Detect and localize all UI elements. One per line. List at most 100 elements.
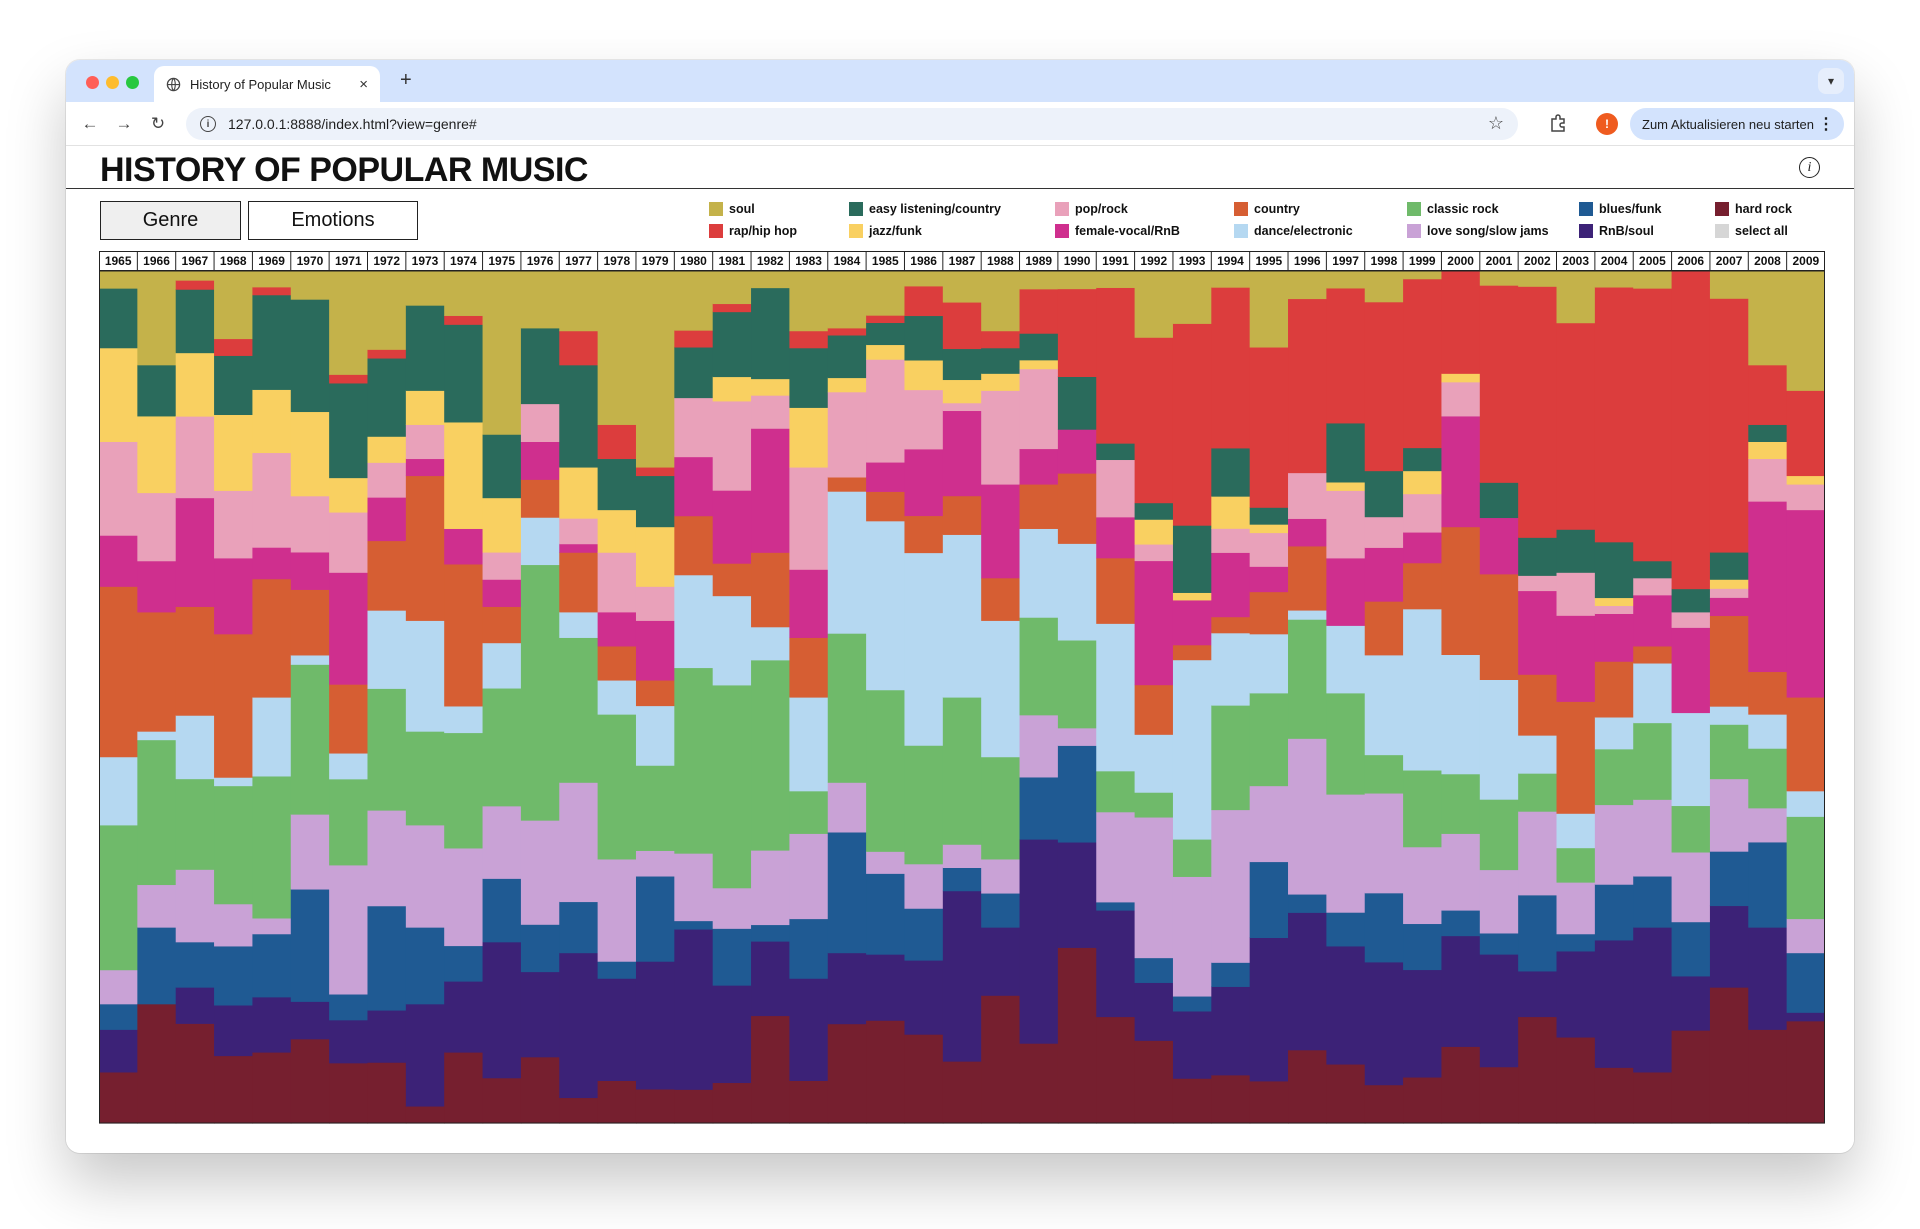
forward-icon[interactable]: → xyxy=(115,114,133,133)
segment-rap-hip-hop-2007[interactable] xyxy=(1709,298,1749,553)
segment-jazz-funk-2008[interactable] xyxy=(1748,441,1788,460)
segment-classic-rock-1973[interactable] xyxy=(405,731,445,826)
segment-easy-listening-country-1966[interactable] xyxy=(137,364,177,417)
segment-rap-hip-hop-1968[interactable] xyxy=(214,338,254,356)
segment-pop-rock-1967[interactable] xyxy=(175,416,215,499)
segment-pop-rock-1965[interactable] xyxy=(99,441,138,536)
segment-rnb-soul-1980[interactable] xyxy=(674,928,714,1090)
segment-rap-hip-hop-2006[interactable] xyxy=(1671,271,1711,590)
segment-easy-listening-country-1972[interactable] xyxy=(367,357,407,437)
segment-blues-funk-1978[interactable] xyxy=(597,961,637,979)
segment-rap-hip-hop-1972[interactable] xyxy=(367,349,407,359)
segment-dance-electronic-1972[interactable] xyxy=(367,610,407,689)
segment-love-song-slow-jams-1985[interactable] xyxy=(866,851,906,874)
segment-pop-rock-1972[interactable] xyxy=(367,462,407,498)
segment-hard-rock-1975[interactable] xyxy=(482,1077,522,1124)
segment-jazz-funk-1982[interactable] xyxy=(751,378,790,396)
segment-female-vocal-rnb-1989[interactable] xyxy=(1019,448,1059,485)
legend-item-rap-hip-hop[interactable]: rap/hip hop xyxy=(709,224,797,238)
segment-female-vocal-rnb-2002[interactable] xyxy=(1518,590,1558,675)
segment-rap-hip-hop-1981[interactable] xyxy=(712,303,752,313)
segment-country-1989[interactable] xyxy=(1019,484,1059,529)
segment-jazz-funk-1987[interactable] xyxy=(942,379,982,404)
segment-female-vocal-rnb-1967[interactable] xyxy=(175,497,215,607)
segment-pop-rock-1988[interactable] xyxy=(981,390,1021,485)
emotions-view-button[interactable]: Emotions xyxy=(248,201,418,240)
legend-item-hard-rock[interactable]: hard rock xyxy=(1715,202,1792,216)
segment-love-song-slow-jams-1983[interactable] xyxy=(789,833,829,920)
segment-jazz-funk-1974[interactable] xyxy=(444,421,484,529)
segment-pop-rock-1984[interactable] xyxy=(827,391,867,478)
segment-love-song-slow-jams-2002[interactable] xyxy=(1518,811,1558,896)
segment-rap-hip-hop-1994[interactable] xyxy=(1211,287,1251,449)
segment-rnb-soul-1993[interactable] xyxy=(1172,1010,1212,1079)
segment-female-vocal-rnb-1993[interactable] xyxy=(1172,599,1212,646)
segment-classic-rock-2008[interactable] xyxy=(1748,748,1788,809)
segment-classic-rock-1996[interactable] xyxy=(1288,619,1327,739)
segment-hard-rock-1978[interactable] xyxy=(597,1080,637,1124)
segment-classic-rock-1983[interactable] xyxy=(789,790,829,834)
segment-dance-electronic-1981[interactable] xyxy=(712,595,752,686)
segment-hard-rock-2008[interactable] xyxy=(1748,1029,1788,1124)
segment-hard-rock-1993[interactable] xyxy=(1172,1078,1212,1124)
segment-country-2004[interactable] xyxy=(1594,661,1634,718)
segment-blues-funk-2006[interactable] xyxy=(1671,921,1711,977)
segment-soul-2008[interactable] xyxy=(1748,271,1788,366)
segment-rnb-soul-1969[interactable] xyxy=(252,996,292,1053)
segment-rnb-soul-1965[interactable] xyxy=(99,1029,138,1073)
segment-country-1973[interactable] xyxy=(405,475,445,621)
segment-rnb-soul-1999[interactable] xyxy=(1403,969,1443,1078)
segment-female-vocal-rnb-1981[interactable] xyxy=(712,490,752,564)
segment-easy-listening-country-1977[interactable] xyxy=(559,364,599,468)
segment-dance-electronic-1973[interactable] xyxy=(405,620,445,732)
segment-love-song-slow-jams-1995[interactable] xyxy=(1249,785,1289,863)
segment-country-1990[interactable] xyxy=(1057,473,1097,544)
segment-country-1981[interactable] xyxy=(712,563,752,597)
segment-female-vocal-rnb-2006[interactable] xyxy=(1671,627,1711,714)
segment-blues-funk-1990[interactable] xyxy=(1057,745,1097,843)
segment-love-song-slow-jams-2006[interactable] xyxy=(1671,851,1711,923)
star-icon[interactable]: ☆ xyxy=(1487,113,1504,133)
legend-item-dance-electronic[interactable]: dance/electronic xyxy=(1234,224,1353,238)
segment-dance-electronic-1966[interactable] xyxy=(137,731,177,741)
segment-country-1974[interactable] xyxy=(444,563,484,707)
segment-country-1983[interactable] xyxy=(789,637,829,698)
segment-love-song-slow-jams-2008[interactable] xyxy=(1748,807,1788,843)
segment-classic-rock-1976[interactable] xyxy=(520,564,560,821)
segment-female-vocal-rnb-1999[interactable] xyxy=(1403,531,1443,564)
segment-classic-rock-1967[interactable] xyxy=(175,778,215,870)
segment-jazz-funk-1965[interactable] xyxy=(99,347,138,442)
segment-country-1966[interactable] xyxy=(137,611,177,732)
segment-soul-1990[interactable] xyxy=(1057,271,1097,290)
segment-female-vocal-rnb-2001[interactable] xyxy=(1479,517,1519,575)
segment-dance-electronic-1996[interactable] xyxy=(1288,609,1327,620)
segment-classic-rock-1979[interactable] xyxy=(635,765,675,851)
segment-dance-electronic-1975[interactable] xyxy=(482,642,522,689)
segment-soul-2005[interactable] xyxy=(1633,271,1673,289)
segment-hard-rock-2001[interactable] xyxy=(1479,1066,1519,1124)
segment-love-song-slow-jams-2009[interactable] xyxy=(1786,918,1825,954)
segment-rap-hip-hop-1967[interactable] xyxy=(175,280,215,290)
segment-pop-rock-2000[interactable] xyxy=(1441,381,1481,417)
segment-pop-rock-2004[interactable] xyxy=(1594,605,1634,614)
segment-blues-funk-1987[interactable] xyxy=(942,867,982,892)
segment-love-song-slow-jams-1974[interactable] xyxy=(444,847,484,947)
segment-pop-rock-1986[interactable] xyxy=(904,389,944,450)
segment-soul-2002[interactable] xyxy=(1518,271,1558,287)
segment-hard-rock-1982[interactable] xyxy=(751,1015,790,1124)
segment-soul-1968[interactable] xyxy=(214,271,254,340)
segment-female-vocal-rnb-1995[interactable] xyxy=(1249,566,1289,593)
segment-female-vocal-rnb-1988[interactable] xyxy=(981,484,1021,579)
segment-jazz-funk-1971[interactable] xyxy=(329,477,369,513)
segment-soul-1975[interactable] xyxy=(482,271,522,435)
segment-country-1986[interactable] xyxy=(904,515,944,554)
segment-dance-electronic-1980[interactable] xyxy=(674,574,714,669)
segment-easy-listening-country-1994[interactable] xyxy=(1211,447,1251,497)
legend-item-love-song-slow-jams[interactable]: love song/slow jams xyxy=(1407,224,1549,238)
segment-easy-listening-country-1997[interactable] xyxy=(1326,422,1366,483)
segment-classic-rock-1994[interactable] xyxy=(1211,705,1251,811)
segment-dance-electronic-1983[interactable] xyxy=(789,697,829,792)
segment-easy-listening-country-2001[interactable] xyxy=(1479,482,1519,519)
segment-love-song-slow-jams-1984[interactable] xyxy=(827,782,867,833)
segment-soul-1985[interactable] xyxy=(866,271,906,316)
